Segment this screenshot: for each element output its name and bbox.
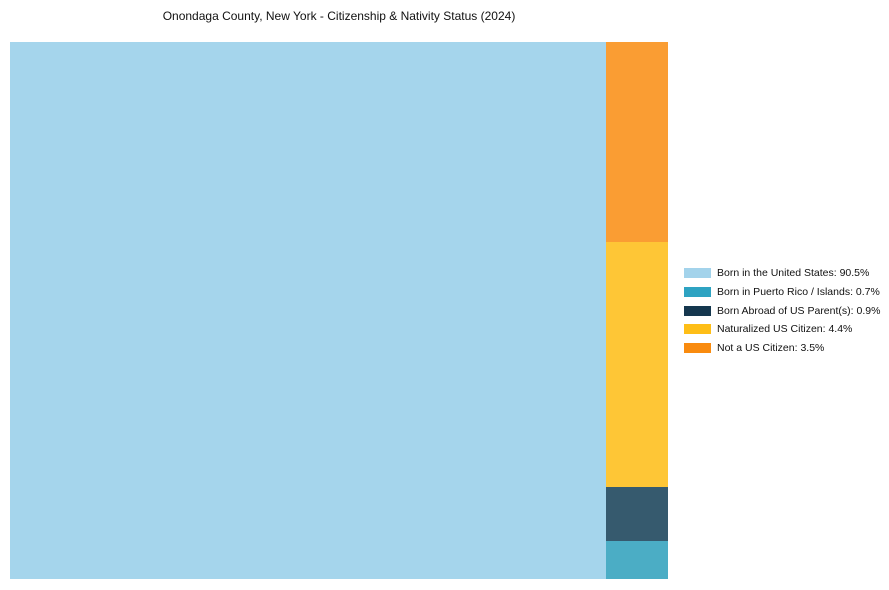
treemap-tile-born-pr-islands[interactable] xyxy=(606,541,668,579)
chart-title: Onondaga County, New York - Citizenship … xyxy=(162,9,516,23)
legend-label: Naturalized US Citizen: 4.4% xyxy=(717,323,853,336)
treemap-tile-born-abroad[interactable] xyxy=(606,487,668,541)
legend-label: Not a US Citizen: 3.5% xyxy=(717,342,825,355)
legend-swatch-icon xyxy=(684,343,711,354)
legend-swatch-icon xyxy=(684,268,711,279)
legend-item-not-citizen[interactable]: Not a US Citizen: 3.5% xyxy=(684,339,880,358)
legend-label: Born in Puerto Rico / Islands: 0.7% xyxy=(717,286,880,299)
legend-label: Born in the United States: 90.5% xyxy=(717,267,870,280)
legend-item-naturalized[interactable]: Naturalized US Citizen: 4.4% xyxy=(684,320,880,339)
treemap-tile-not-citizen[interactable] xyxy=(606,42,668,242)
treemap-plot xyxy=(10,42,668,579)
legend: Born in the United States: 90.5% Born in … xyxy=(684,264,880,357)
legend-label: Born Abroad of US Parent(s): 0.9% xyxy=(717,304,881,317)
treemap-tile-born-us[interactable] xyxy=(10,42,606,579)
legend-swatch-icon xyxy=(684,324,711,335)
legend-item-born-abroad[interactable]: Born Abroad of US Parent(s): 0.9% xyxy=(684,301,880,320)
treemap-tile-naturalized[interactable] xyxy=(606,242,668,487)
legend-item-born-pr-islands[interactable]: Born in Puerto Rico / Islands: 0.7% xyxy=(684,283,880,302)
legend-item-born-us[interactable]: Born in the United States: 90.5% xyxy=(684,264,880,283)
legend-swatch-icon xyxy=(684,305,711,316)
legend-swatch-icon xyxy=(684,287,711,298)
